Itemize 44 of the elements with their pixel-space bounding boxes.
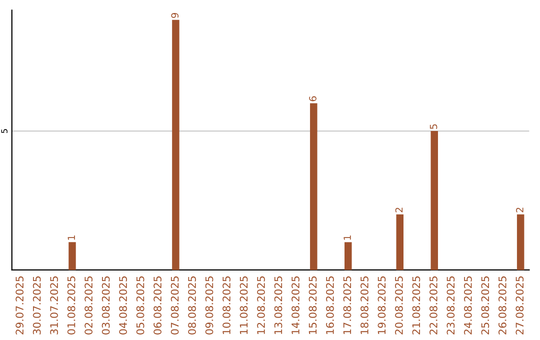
x-tick-label: 12.08.2025 xyxy=(257,276,265,334)
x-tick-label: 16.08.2025 xyxy=(326,276,334,334)
x-tick-label: 02.08.2025 xyxy=(84,276,92,334)
bar xyxy=(396,214,404,270)
bar xyxy=(430,131,438,270)
x-tick-label: 10.08.2025 xyxy=(222,276,230,334)
x-tick-label: 22.08.2025 xyxy=(430,276,438,334)
x-tick-label: 15.08.2025 xyxy=(308,276,317,334)
x-tick-label: 20.08.2025 xyxy=(395,276,403,334)
data-label: 2 xyxy=(516,208,524,212)
data-label: 2 xyxy=(395,208,403,212)
x-tick-label: 08.08.2025 xyxy=(188,276,196,334)
x-tick-label: 23.08.2025 xyxy=(446,276,455,334)
x-tick-label: 19.08.2025 xyxy=(378,276,386,334)
x-tick-label: 11.08.2025 xyxy=(240,276,248,334)
bar xyxy=(310,103,318,270)
data-label: 9 xyxy=(171,13,179,18)
x-tick-label: 04.08.2025 xyxy=(119,276,127,334)
x-tick-label: 31.07.2025 xyxy=(50,276,58,334)
x-tick-label: 24.08.2025 xyxy=(464,276,472,334)
x-tick-label: 05.08.2025 xyxy=(136,276,144,334)
x-tick-label: 21.08.2025 xyxy=(412,276,420,334)
x-tick-label: 03.08.2025 xyxy=(102,276,110,334)
bar xyxy=(172,20,180,270)
x-tick-label: 13.08.2025 xyxy=(274,276,282,334)
x-tick-label: 14.08.2025 xyxy=(292,276,300,334)
data-label: 5 xyxy=(430,124,438,129)
x-tick-label: 30.07.2025 xyxy=(32,276,41,334)
x-tick-label: 09.08.2025 xyxy=(205,276,214,334)
data-label: 6 xyxy=(309,96,316,102)
bar xyxy=(68,242,76,270)
x-tick-label: 01.08.2025 xyxy=(67,276,76,334)
data-label: 1 xyxy=(68,236,75,240)
x-tick-label: 27.08.2025 xyxy=(516,276,524,334)
data-label: 1 xyxy=(344,236,351,240)
x-tick-label: 17.08.2025 xyxy=(343,276,352,334)
x-tick-label: 25.08.2025 xyxy=(481,276,490,334)
x-tick-label: 07.08.2025 xyxy=(170,276,179,334)
x-tick-label: 18.08.2025 xyxy=(360,276,368,334)
x-tick-label: 26.08.2025 xyxy=(498,276,506,334)
x-tick-label: 06.08.2025 xyxy=(154,276,162,334)
bar xyxy=(344,242,352,270)
bar xyxy=(516,214,524,270)
x-tick-label: 29.07.2025 xyxy=(16,276,24,334)
